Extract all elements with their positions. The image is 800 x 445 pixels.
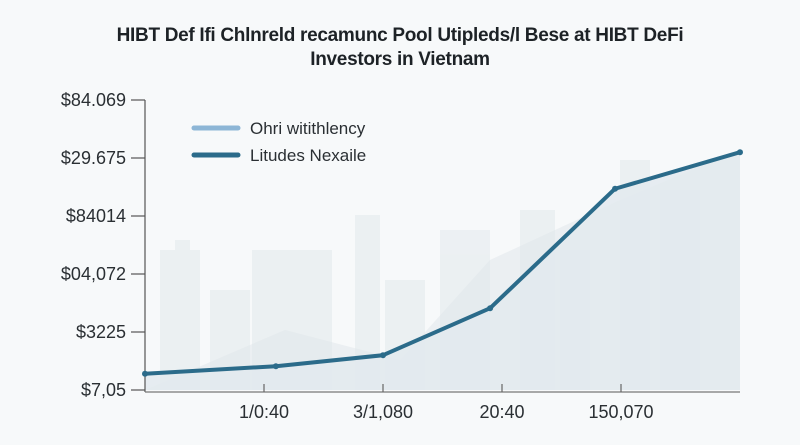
data-point (737, 149, 743, 156)
data-point (612, 185, 619, 192)
data-point (142, 370, 148, 377)
legend-label-0: Ohri witithlency (250, 119, 366, 138)
title-line-2: Investors in Vietnam (310, 49, 490, 70)
series-line (144, 150, 741, 376)
legend-label-1: Litudes Nexaile (250, 146, 366, 165)
y-tick-label: $04,072 (61, 264, 126, 284)
x-tick-label: 150,070 (588, 402, 653, 422)
x-tick-label: 20:40 (479, 402, 524, 422)
data-point (272, 363, 279, 370)
y-tick-label: $7,05 (81, 380, 126, 400)
x-tick-label: 3/1,080 (353, 402, 413, 422)
y-tick-label: $29.675 (61, 148, 126, 168)
x-tick-label: 1/0:40 (239, 402, 289, 422)
y-tick-label: $84014 (66, 206, 126, 226)
chart-title: HIBT Def Ifi Chlnreld recamunc Pool Utip… (0, 24, 800, 72)
y-tick-label: $3225 (76, 322, 126, 342)
data-point (487, 305, 494, 312)
legend: Ohri witithlency Litudes Nexaile (191, 119, 366, 165)
title-line-1: HIBT Def Ifi Chlnreld recamunc Pool Utip… (116, 25, 684, 46)
y-tick-label: $84.069 (61, 90, 126, 110)
data-point (380, 352, 386, 359)
